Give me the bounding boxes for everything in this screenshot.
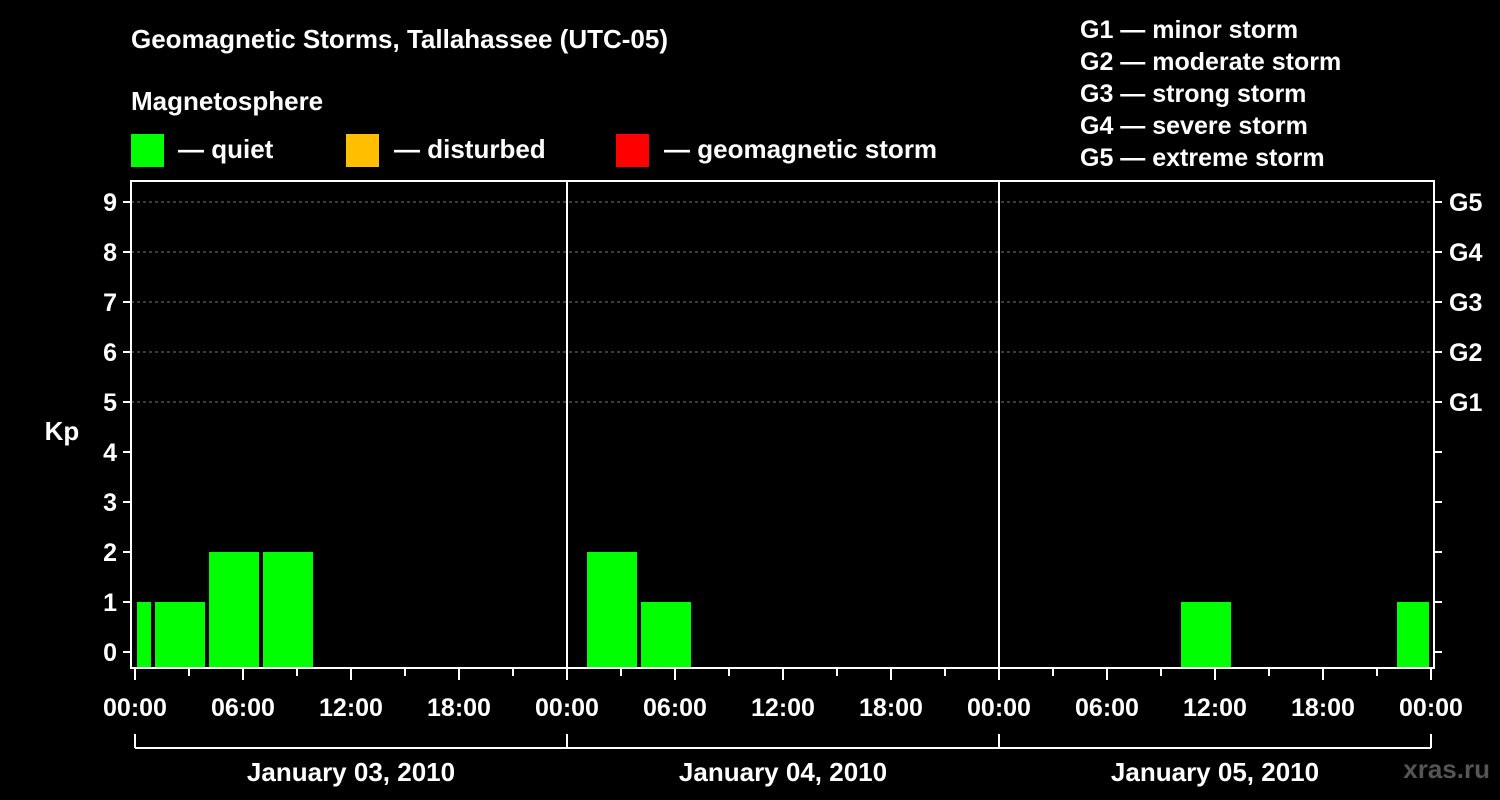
day-label: January 04, 2010	[679, 757, 887, 787]
x-tick-label: 00:00	[967, 694, 1031, 722]
kp-bar	[1181, 602, 1231, 668]
y-tick-label: 7	[103, 289, 117, 317]
y-tick-label: 2	[103, 539, 117, 567]
g-level-g4: G4 — severe storm	[1080, 112, 1308, 140]
chart-title: Geomagnetic Storms, Tallahassee (UTC-05)	[131, 24, 669, 54]
kp-bar	[155, 602, 205, 668]
g-scale-label: G5	[1449, 189, 1482, 217]
y-tick-label: 3	[103, 489, 117, 517]
y-tick-label: 0	[103, 639, 117, 667]
x-tick-label: 00:00	[103, 694, 167, 722]
g-level-g3: G3 — strong storm	[1080, 80, 1307, 108]
g-level-legend: G1 — minor storm G2 — moderate storm G3 …	[1080, 14, 1341, 174]
x-tick-label: 06:00	[1075, 694, 1139, 722]
y-tick-label: 1	[103, 589, 117, 617]
g-scale-label: G4	[1449, 239, 1482, 267]
g-level-g2: G2 — moderate storm	[1080, 48, 1342, 76]
y-tick-label: 4	[103, 439, 117, 467]
g-level-g1: G1 — minor storm	[1080, 16, 1299, 44]
g-level-g5: G5 — extreme storm	[1080, 144, 1325, 172]
y-tick-label: 6	[103, 339, 117, 367]
day-label: January 05, 2010	[1111, 757, 1319, 787]
day-label: January 03, 2010	[247, 757, 455, 787]
x-tick-label: 12:00	[1183, 694, 1247, 722]
legend-swatch-disturbed	[346, 134, 379, 167]
legend-label-disturbed: — disturbed	[394, 134, 546, 164]
kp-bar	[1397, 602, 1429, 668]
kp-bar	[137, 602, 151, 668]
chart-subtitle: Magnetosphere	[131, 86, 324, 116]
watermark: xras.ru	[1403, 754, 1490, 784]
kp-bar	[587, 552, 637, 668]
x-tick-label: 18:00	[427, 694, 491, 722]
kp-bar	[263, 552, 313, 668]
g-scale-label: G3	[1449, 289, 1482, 317]
legend-label-quiet: — quiet	[178, 134, 274, 164]
x-tick-label: 12:00	[751, 694, 815, 722]
legend-swatch-storm	[616, 134, 649, 167]
g-scale-label: G1	[1449, 389, 1482, 417]
legend-swatch-quiet	[131, 134, 164, 167]
y-tick-label: 8	[103, 239, 117, 267]
plot-frame	[130, 180, 1435, 669]
x-tick-label: 12:00	[319, 694, 383, 722]
y-axis-label: Kp	[45, 416, 80, 446]
kp-bar	[209, 552, 259, 668]
y-tick-label: 9	[103, 189, 117, 217]
g-scale-label: G2	[1449, 339, 1482, 367]
x-tick-label: 06:00	[211, 694, 275, 722]
x-tick-label: 18:00	[1291, 694, 1355, 722]
x-tick-label: 18:00	[859, 694, 923, 722]
kp-bar	[641, 602, 691, 668]
y-tick-label: 5	[103, 389, 117, 417]
x-tick-label: 06:00	[643, 694, 707, 722]
legend-label-storm: — geomagnetic storm	[664, 134, 938, 164]
x-tick-label: 00:00	[535, 694, 599, 722]
x-tick-label: 00:00	[1399, 694, 1463, 722]
